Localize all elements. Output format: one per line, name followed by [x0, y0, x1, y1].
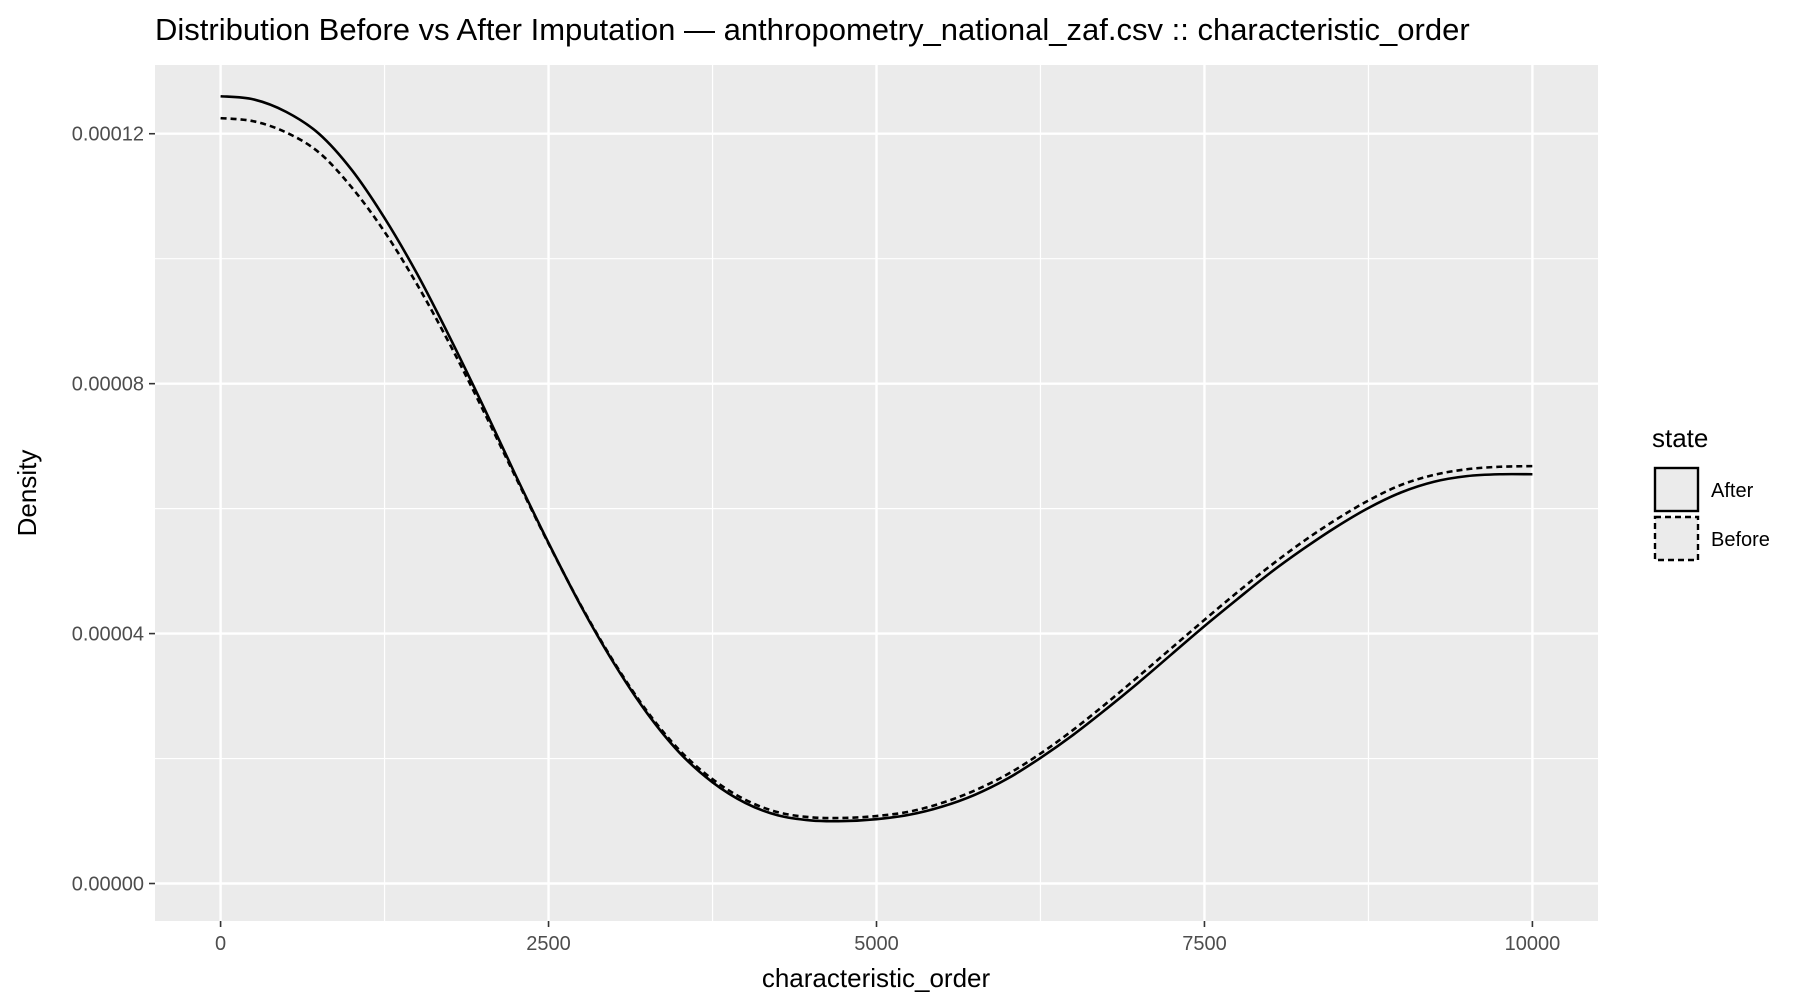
legend-key-before [1653, 515, 1700, 562]
series-layer [220, 94, 1533, 823]
x-tick-label: 10000 [1505, 933, 1561, 955]
major-gridlines [155, 65, 1598, 921]
x-tick-label: 2500 [526, 933, 571, 955]
y-tick-label: 0.00000 [72, 874, 144, 896]
x-axis-title: characteristic_order [762, 963, 991, 993]
y-tick-label: 0.00008 [72, 374, 144, 396]
legend-label-before: Before [1711, 529, 1770, 551]
x-tick-label: 7500 [1182, 933, 1227, 955]
chart-title: Distribution Before vs After Imputation … [155, 12, 1470, 47]
legend-key-after [1653, 466, 1700, 513]
y-tick-label: 0.00012 [72, 124, 144, 146]
y-axis-ticks: 0.00000 0.00004 0.00008 0.00012 [72, 124, 155, 896]
legend-title: state [1652, 423, 1708, 453]
legend-entries: After Before [1653, 466, 1770, 562]
x-axis-ticks: 0 2500 5000 7500 10000 [215, 921, 1560, 955]
x-tick-label: 5000 [854, 933, 899, 955]
legend: state After Before [1652, 423, 1770, 562]
y-axis-title: Density [12, 450, 42, 537]
legend-label-after: After [1711, 480, 1754, 502]
x-tick-label: 0 [215, 933, 226, 955]
y-tick-label: 0.00004 [72, 624, 144, 646]
density-line-after [220, 94, 1533, 823]
density-line-before [220, 116, 1533, 820]
